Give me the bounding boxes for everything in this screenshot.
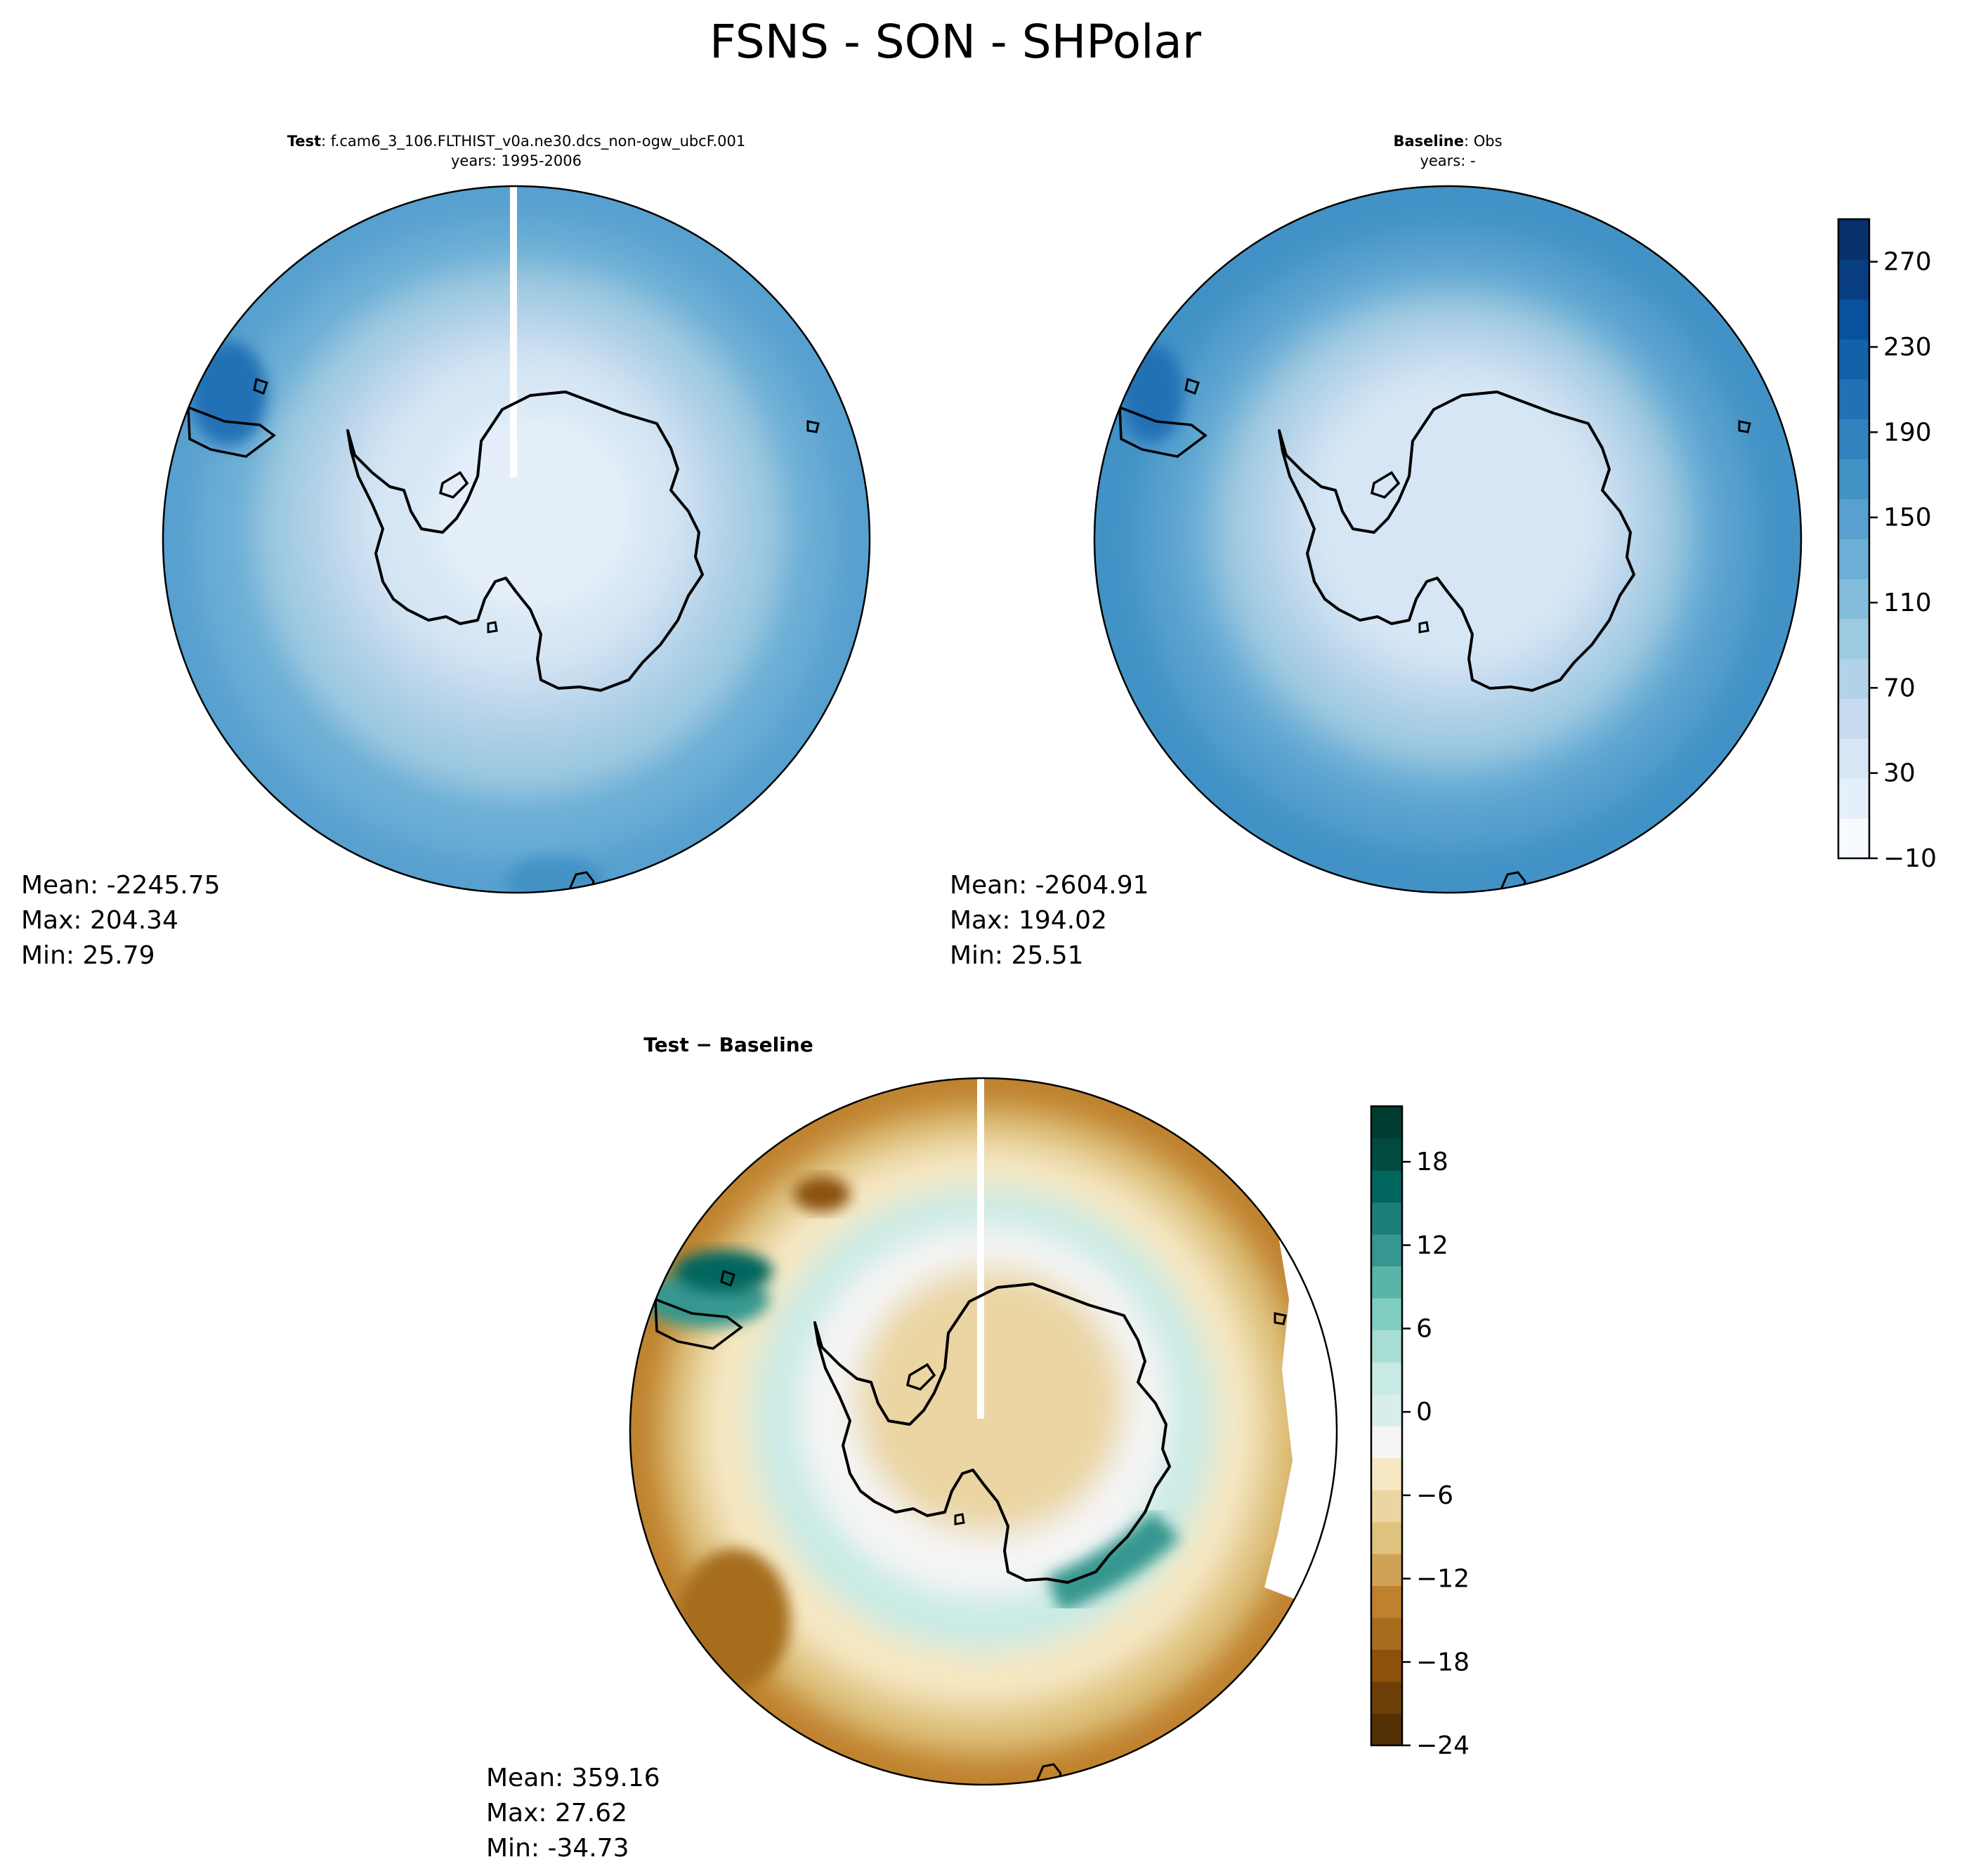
diff-colorbar-tick-label: −12 bbox=[1416, 1565, 1470, 1594]
diff-colorbar-segment bbox=[1371, 1106, 1402, 1139]
diff-colorbar-segment bbox=[1371, 1298, 1402, 1331]
main-colorbar-tick-label: 70 bbox=[1883, 674, 1916, 702]
diff-colorbar-segment bbox=[1371, 1362, 1402, 1395]
diff-colorbar-segment bbox=[1371, 1585, 1402, 1618]
diff-max: Max: 27.62 bbox=[486, 1799, 627, 1828]
test-panel-title: Test: f.cam6_3_106.FLTHIST_v0a.ne30.dcs_… bbox=[287, 133, 746, 150]
diff-colorbar-tick-label: −18 bbox=[1416, 1648, 1470, 1677]
diff-colorbar-segment bbox=[1371, 1170, 1402, 1203]
main-colorbar-segment bbox=[1838, 698, 1869, 739]
test-label-case: : f.cam6_3_106.FLTHIST_v0a.ne30.dcs_non-… bbox=[321, 133, 745, 150]
diff-colorbar-segment bbox=[1371, 1649, 1402, 1682]
baseline-label-case: : Obs bbox=[1464, 133, 1503, 150]
main-colorbar-tick-label: 30 bbox=[1883, 759, 1916, 788]
diff-colorbar-segment bbox=[1371, 1234, 1402, 1267]
diff-colorbar-segment bbox=[1371, 1521, 1402, 1554]
main-colorbar-tick-label: 110 bbox=[1883, 589, 1932, 617]
diff-colorbar-segment bbox=[1371, 1202, 1402, 1235]
diff-colorbar-tick-label: −24 bbox=[1416, 1731, 1470, 1760]
test-min: Min: 25.79 bbox=[21, 941, 155, 970]
diff-panel-title: Test − Baseline bbox=[643, 1033, 813, 1056]
diff-colorbar-segment bbox=[1371, 1266, 1402, 1299]
test-stats: Mean: -2245.75 Max: 204.34 Min: 25.79 bbox=[21, 871, 221, 970]
test-label-bold: Test bbox=[287, 133, 321, 150]
diff-mean: Mean: 359.16 bbox=[486, 1764, 660, 1792]
baseline-high-region bbox=[1120, 344, 1184, 442]
main-colorbar-segment bbox=[1838, 738, 1869, 779]
main-colorbar-segment bbox=[1838, 778, 1869, 819]
diff-colorbar-tick-label: 18 bbox=[1416, 1148, 1448, 1176]
diff-colorbar-segment bbox=[1371, 1490, 1402, 1523]
main-colorbar-segment bbox=[1838, 618, 1869, 660]
diff-colorbar-tick-label: 12 bbox=[1416, 1231, 1448, 1260]
main-colorbar-border bbox=[1837, 218, 1871, 860]
diff-colorbar-border bbox=[1370, 1105, 1404, 1747]
baseline-stats: Mean: -2604.91 Max: 194.02 Min: 25.51 bbox=[950, 871, 1149, 970]
main-colorbar-segment bbox=[1838, 818, 1869, 859]
diff-colorbar-tick-label: −6 bbox=[1416, 1481, 1453, 1510]
main-colorbar-segment bbox=[1838, 258, 1869, 300]
test-panel-years: years: 1995-2006 bbox=[451, 152, 582, 169]
diff-seam bbox=[977, 1078, 984, 1419]
diff-colorbar-segment bbox=[1371, 1457, 1402, 1490]
diff-colorbar-segment bbox=[1371, 1713, 1402, 1746]
diff-colorbar-segment bbox=[1371, 1393, 1402, 1426]
diff-map bbox=[630, 1078, 1337, 1785]
main-colorbar-tick-label: −10 bbox=[1883, 844, 1937, 873]
main-colorbar-tick-label: 190 bbox=[1883, 418, 1932, 447]
diff-colorbar-segment bbox=[1371, 1138, 1402, 1171]
diff-map-border bbox=[629, 1077, 1338, 1786]
main-colorbar-segment bbox=[1838, 219, 1869, 260]
test-max: Max: 204.34 bbox=[21, 906, 178, 935]
diff-positive-band bbox=[1046, 1510, 1180, 1613]
baseline-max: Max: 194.02 bbox=[950, 906, 1107, 935]
main-colorbar-tick-label: 270 bbox=[1883, 248, 1932, 277]
main-colorbar-segment bbox=[1838, 419, 1869, 459]
test-seam bbox=[510, 186, 517, 478]
test-map-border bbox=[162, 185, 871, 894]
diff-colorbar-tick-label: 6 bbox=[1416, 1315, 1432, 1344]
baseline-map bbox=[1094, 186, 1801, 893]
test-high-region bbox=[190, 341, 267, 446]
diff-colorbar-tick-label: 0 bbox=[1416, 1398, 1432, 1426]
main-colorbar-segment bbox=[1838, 299, 1869, 340]
main-colorbar-tick-label: 150 bbox=[1883, 504, 1932, 532]
baseline-min: Min: 25.51 bbox=[950, 941, 1084, 970]
baseline-panel-years: years: - bbox=[1420, 152, 1475, 169]
main-colorbar-segment bbox=[1838, 379, 1869, 419]
diff-min: Min: -34.73 bbox=[486, 1834, 629, 1863]
baseline-map-border bbox=[1093, 185, 1803, 894]
baseline-label-bold: Baseline bbox=[1393, 133, 1464, 150]
main-colorbar-segment bbox=[1838, 578, 1869, 619]
diff-colorbar-segment bbox=[1371, 1681, 1402, 1714]
diff-colorbar-segment bbox=[1371, 1330, 1402, 1363]
main-colorbar-tick-label: 230 bbox=[1883, 333, 1932, 362]
diff-colorbar-segment bbox=[1371, 1426, 1402, 1459]
diff-stats: Mean: 359.16 Max: 27.62 Min: -34.73 bbox=[486, 1764, 660, 1863]
main-colorbar-segment bbox=[1838, 658, 1869, 700]
diff-colorbar-segment bbox=[1371, 1618, 1402, 1651]
test-map bbox=[163, 186, 870, 893]
baseline-mean: Mean: -2604.91 bbox=[950, 871, 1149, 900]
figure-title: FSNS - SON - SHPolar bbox=[709, 15, 1202, 69]
main-colorbar-segment bbox=[1838, 499, 1869, 539]
diff-colorbar: −24 −18 −12 −6 0 6 12 18 bbox=[1370, 1105, 1470, 1760]
main-colorbar-segment bbox=[1838, 539, 1869, 579]
diff-colorbar-segment bbox=[1371, 1554, 1402, 1587]
main-colorbar-segment bbox=[1838, 339, 1869, 380]
baseline-panel-title: Baseline: Obs bbox=[1393, 133, 1502, 150]
test-mean: Mean: -2245.75 bbox=[21, 871, 221, 900]
main-colorbar: −10 30 70 110 150 190 230 270 bbox=[1837, 218, 1937, 873]
main-colorbar-segment bbox=[1838, 459, 1869, 499]
